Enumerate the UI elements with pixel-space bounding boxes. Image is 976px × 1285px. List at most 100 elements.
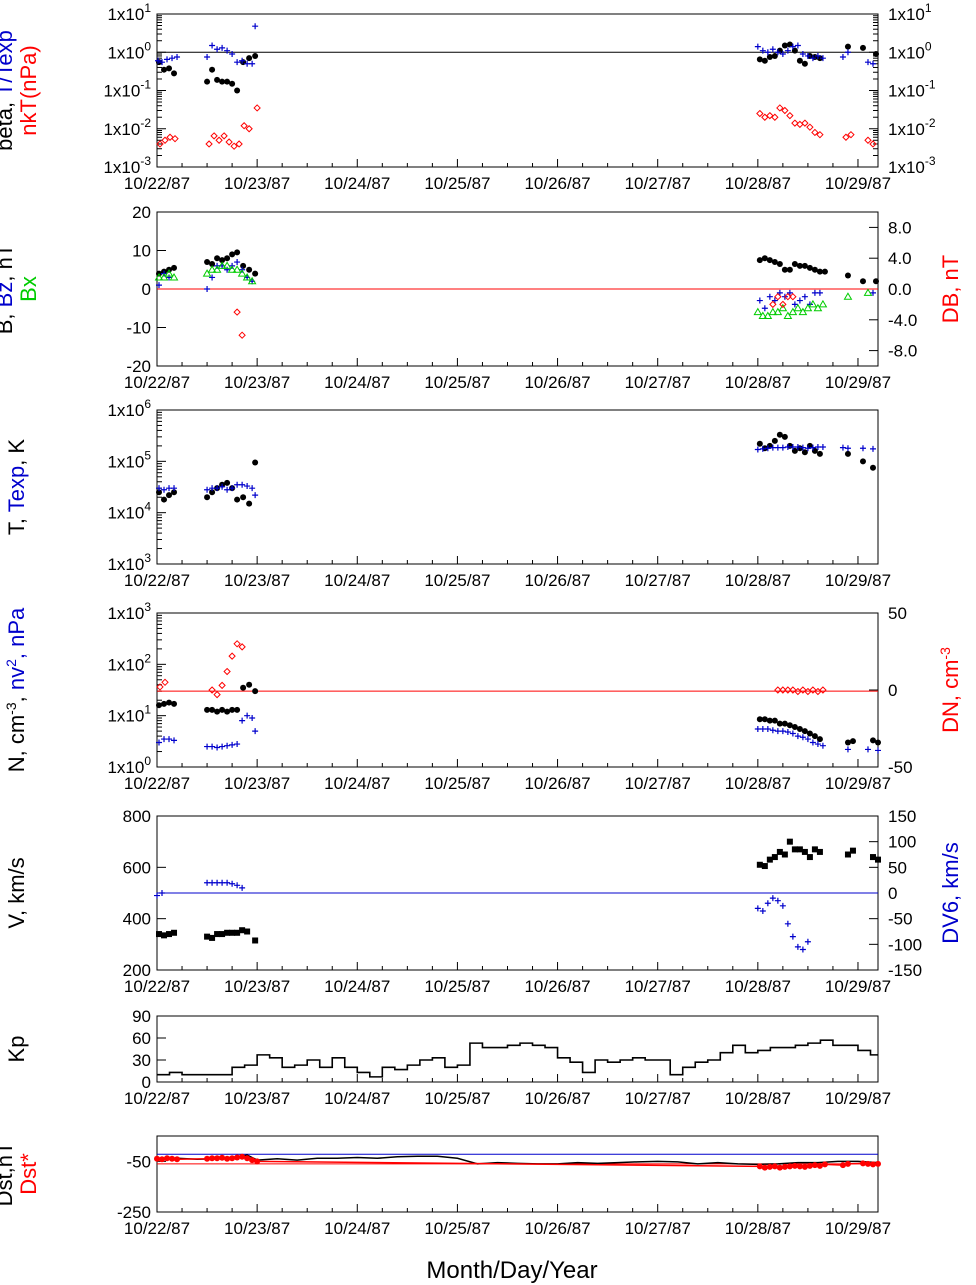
data-point [204,879,211,886]
data-point [229,1155,236,1162]
data-point [214,879,221,886]
y-tick-label-right: 1x10-3 [888,154,936,177]
right-axis-label: DN, cm-3 [937,647,963,733]
data-point [171,737,178,744]
data-point [209,260,216,267]
data-point [161,136,169,144]
data-point [229,485,236,492]
data-point [771,717,778,724]
data-point [769,300,777,309]
data-point [234,741,241,748]
data-point [816,848,823,855]
data-point [786,838,793,845]
y-tick-label-right: 100 [888,833,916,852]
data-point [249,715,256,722]
data-point [818,299,828,308]
data-point [249,1157,256,1164]
data-point [209,743,216,750]
data-point [244,712,251,719]
data-point [786,111,794,120]
x-tick-label: 10/25/87 [424,174,490,193]
data-point [204,706,211,713]
y-tick-label-right: 0 [888,884,897,903]
data-point [234,249,241,256]
data-point [758,311,768,319]
data-point [227,265,237,273]
data-point [816,1162,823,1169]
data-point [869,140,877,148]
data-point [859,44,866,51]
series-bfield-2 [154,261,873,319]
data-point [234,59,241,66]
data-point [875,747,881,754]
plot-frame [156,409,879,565]
data-point [159,59,166,66]
y-tick-label-right: 1x100 [888,39,932,62]
data-point [252,728,259,735]
data-point [819,55,826,62]
data-point [252,937,259,944]
y-axis-label: Dst* [16,1153,41,1195]
data-point [204,1155,211,1162]
data-point [210,132,218,140]
data-point [174,54,181,61]
data-point [159,1156,166,1163]
data-point [245,125,253,133]
data-point [224,1155,231,1162]
x-tick-label: 10/25/87 [424,774,490,793]
y-tick-label: -250 [117,1203,151,1222]
data-point [809,55,816,62]
data-point [804,736,811,743]
data-point [213,690,221,699]
data-point [169,55,176,62]
x-tick-label: 10/24/87 [324,977,390,996]
data-point [171,264,178,271]
x-tick-label: 10/24/87 [324,174,390,193]
data-point [786,1163,793,1170]
data-point [869,445,876,452]
y-tick-label: 1x10-1 [103,78,151,101]
data-point [816,268,823,275]
data-point [209,934,216,941]
data-point [240,494,247,501]
data-point [793,303,803,312]
data-point [224,479,231,486]
data-point [233,308,241,316]
data-point [766,1163,773,1170]
y-tick-label: 20 [132,203,151,222]
data-point [161,736,168,743]
data-point [776,848,783,855]
data-point [156,140,164,148]
x-tick-label: 10/22/87 [124,977,190,996]
data-point [246,500,253,507]
series-temp-0 [156,431,876,507]
data-point [801,119,809,127]
y-tick-label: -50 [126,1152,151,1171]
x-tick-label: 10/26/87 [524,174,590,193]
data-point [166,133,174,141]
x-tick-label: 10/28/87 [725,774,791,793]
data-point [207,265,217,273]
data-point [756,861,763,868]
data-point [791,260,798,267]
data-point [761,863,768,870]
data-point [161,932,168,939]
data-point [249,485,256,492]
data-point [214,76,221,83]
data-point [214,485,221,492]
data-point [219,257,226,264]
x-tick-label: 10/27/87 [625,1219,691,1238]
data-point [819,444,826,451]
data-point [219,483,226,490]
data-point [220,132,228,140]
kp-step-line [157,1039,878,1078]
data-point [774,686,782,694]
data-point [784,444,791,451]
data-point [238,643,246,651]
data-point [801,728,808,735]
y-tick-label: 1x100 [107,754,151,777]
data-point [224,78,231,85]
data-point [811,846,818,853]
data-point [224,742,231,749]
